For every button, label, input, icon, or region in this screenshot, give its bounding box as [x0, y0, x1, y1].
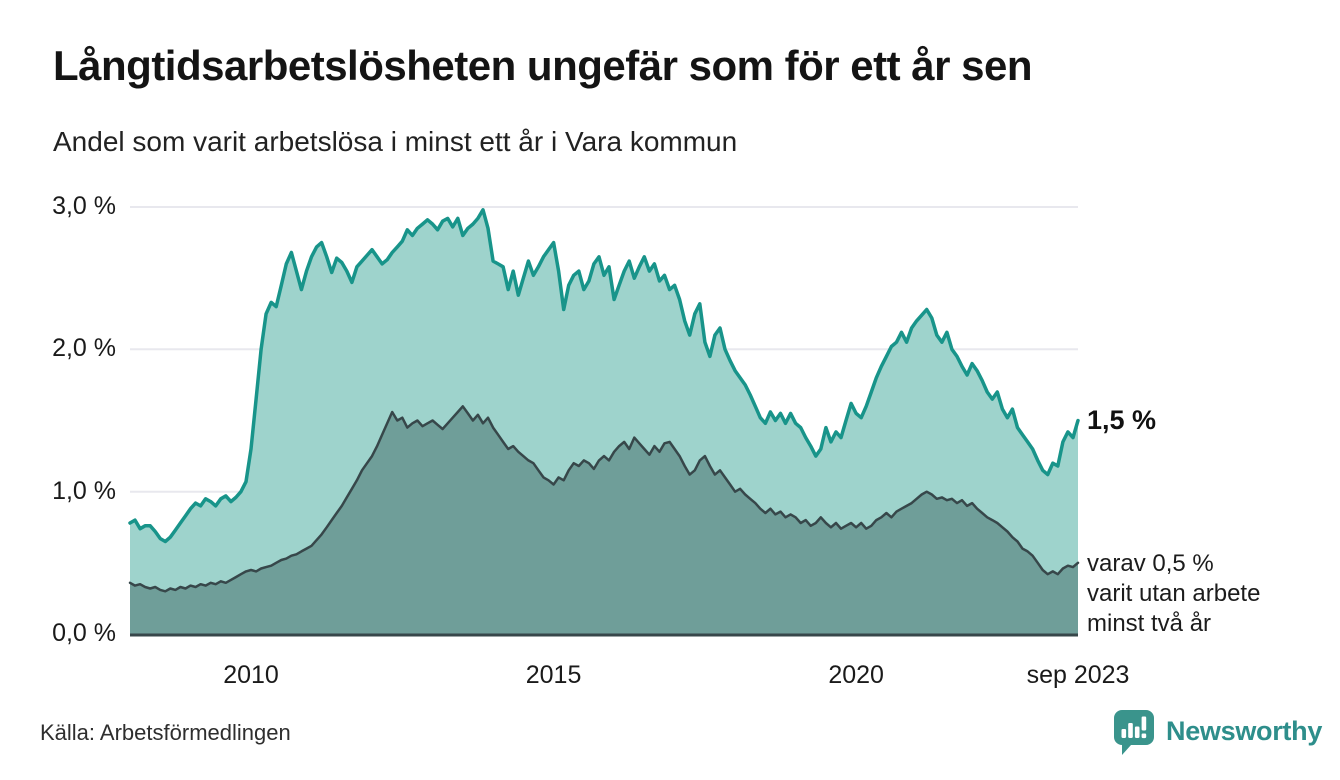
y-axis-tick-1: 1,0 %: [52, 476, 116, 505]
source-credit: Källa: Arbetsförmedlingen: [40, 720, 291, 745]
y-axis-tick-2: 2,0 %: [52, 334, 116, 363]
x-axis-tick-2010: 2010: [223, 661, 279, 689]
y-axis-tick-0: 0,0 %: [52, 619, 116, 647]
last-value-annotation: 1,5 %: [1087, 404, 1157, 435]
y-axis-tick-3: 3,0 %: [52, 192, 116, 220]
minst-ett-ar-line: [128, 208, 1080, 544]
x-axis-tick-2015: 2015: [525, 661, 582, 689]
newsworthy-bubble-bar-chart-icon: [1114, 710, 1154, 755]
minst-tva-ar-line: [128, 405, 1080, 593]
chart-title: Långtidsarbetslösheten ungefär som för e…: [53, 42, 1033, 89]
newsworthy-logo-text: Newsworthy: [1166, 716, 1323, 746]
x-axis-tick-2020: 2020: [828, 661, 884, 689]
x-axis-tick-sep2023: sep 2023: [1026, 661, 1130, 689]
subset-annotation: varav 0,5 % varit utan arbete minst två …: [1087, 550, 1261, 637]
newsworthy-logo: Newsworthy: [1111, 707, 1322, 756]
chart-subtitle: Andel som varit arbetslösa i minst ett å…: [53, 126, 738, 157]
